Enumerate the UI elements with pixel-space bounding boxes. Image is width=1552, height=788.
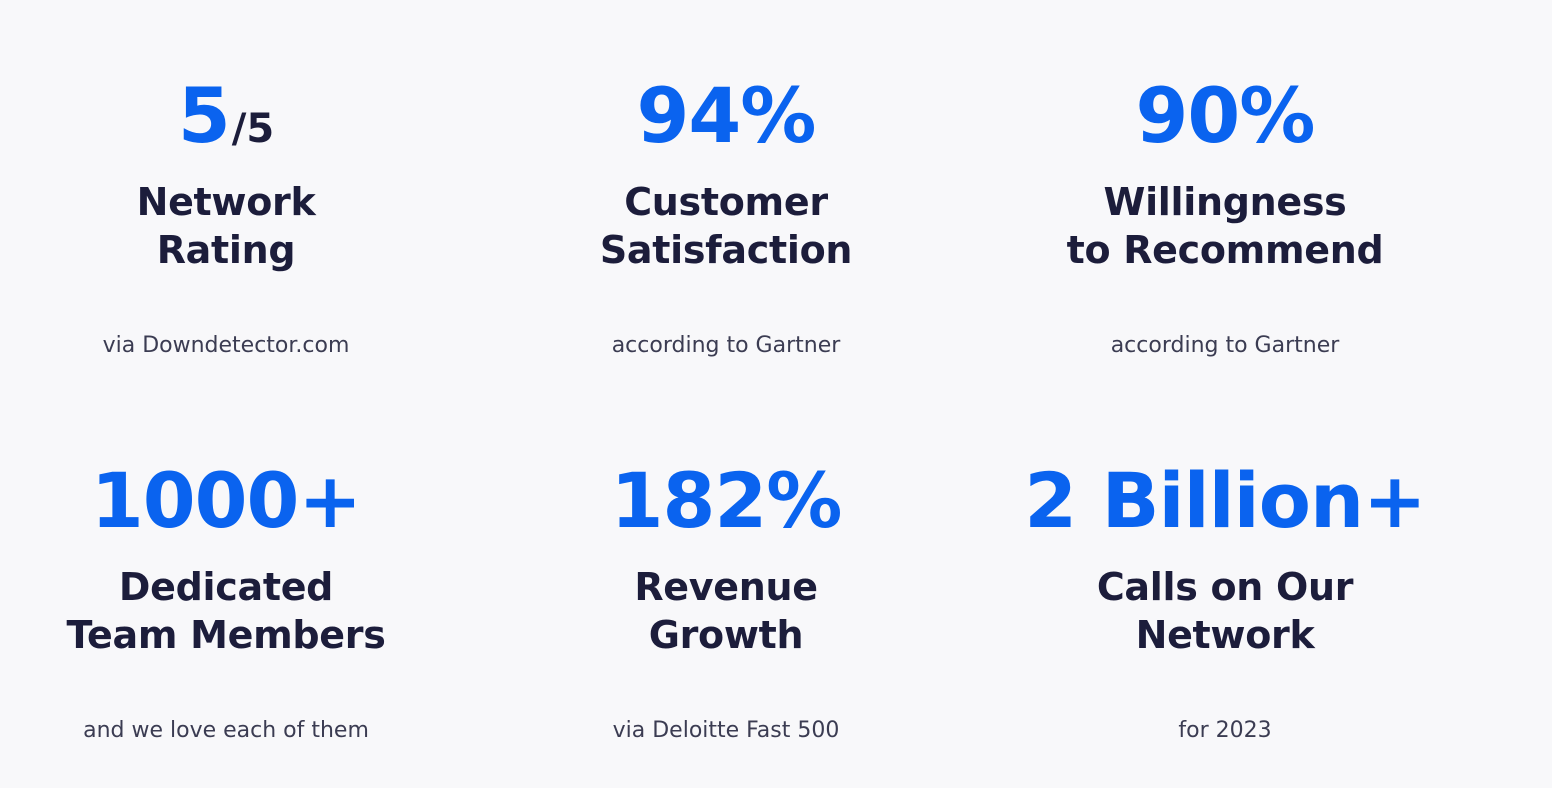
stat-title-line: Rating [156, 228, 296, 272]
stat-revenue-growth: 182% Revenue Growth via Deloitte Fast 50… [496, 455, 956, 746]
stat-title-line: Team Members [66, 613, 386, 657]
stat-note: according to Gartner [1110, 333, 1340, 358]
stat-number: 5 [177, 71, 231, 160]
stat-title-line: Network [1135, 613, 1315, 657]
stat-title: Customer Satisfaction [496, 178, 956, 274]
stat-title-line: Satisfaction [599, 228, 853, 272]
stat-number-suffix: /5 [231, 106, 275, 152]
stat-title: Willingness to Recommend [995, 178, 1455, 274]
stat-value: 94% [636, 71, 817, 160]
stat-title: Dedicated Team Members [0, 563, 456, 659]
stat-value: 90% [1135, 71, 1316, 160]
stat-network-calls: 2 Billion+ Calls on Our Network for 2023 [995, 455, 1455, 746]
stat-title-line: Revenue [634, 565, 818, 609]
stat-network-rating: 5/5 Network Rating via Downdetector.com [0, 70, 456, 361]
stat-value: 1000+ [90, 456, 362, 545]
stat-team-members: 1000+ Dedicated Team Members and we love… [0, 455, 456, 746]
stat-note: via Downdetector.com [102, 333, 350, 358]
stat-title-line: to Recommend [1066, 228, 1384, 272]
stat-title-line: Network [136, 180, 316, 224]
stat-note: and we love each of them [83, 718, 369, 743]
stat-note: for 2023 [1178, 718, 1272, 743]
stat-value: 2 Billion+ [1024, 456, 1426, 545]
stat-value: 182% [610, 456, 843, 545]
stat-title-line: Growth [648, 613, 804, 657]
stat-title: Calls on Our Network [995, 563, 1455, 659]
stat-title-line: Calls on Our [1096, 565, 1354, 609]
stat-title-line: Dedicated [118, 565, 334, 609]
stat-value: 5/5 [0, 70, 456, 162]
stat-title-line: Willingness [1103, 180, 1347, 224]
stat-title: Revenue Growth [496, 563, 956, 659]
stat-title: Network Rating [0, 178, 456, 274]
stat-note: according to Gartner [611, 333, 841, 358]
stat-note: via Deloitte Fast 500 [612, 718, 840, 743]
stat-title-line: Customer [624, 180, 828, 224]
stat-willingness-to-recommend: 90% Willingness to Recommend according t… [995, 70, 1455, 361]
stat-customer-satisfaction: 94% Customer Satisfaction according to G… [496, 70, 956, 361]
